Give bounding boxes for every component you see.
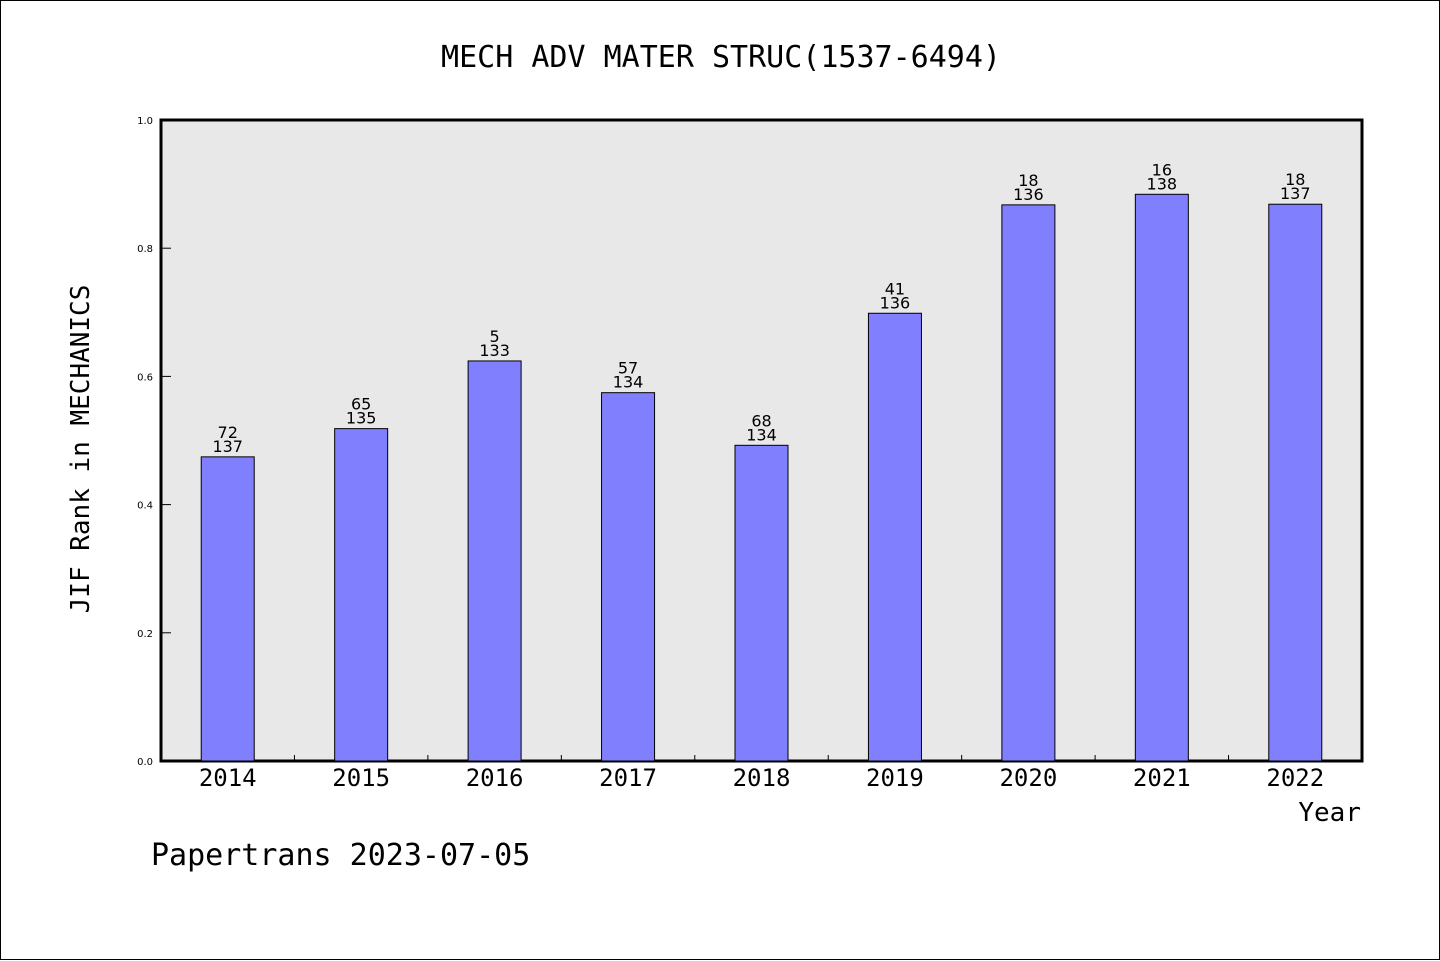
x-tick-label: 2014 bbox=[199, 764, 257, 792]
y-axis-label: JIF Rank in MECHANICS bbox=[66, 285, 96, 614]
data-label-rank: 18 bbox=[1018, 171, 1038, 190]
x-tick-label: 2017 bbox=[599, 764, 657, 792]
y-tick-label: 0.6 bbox=[137, 372, 153, 383]
bar bbox=[1001, 204, 1056, 762]
y-tick-label: 0.4 bbox=[137, 501, 153, 512]
bar bbox=[734, 444, 789, 762]
y-tick-label: 1.0 bbox=[137, 116, 153, 127]
data-label-rank: 18 bbox=[1285, 170, 1305, 189]
x-tick-label: 2018 bbox=[733, 764, 791, 792]
data-label-rank: 5 bbox=[490, 327, 500, 346]
x-axis: 2014 2015 2016 2017 2018 2019 2020 2021 2022 bbox=[199, 755, 1324, 792]
data-label-rank: 41 bbox=[885, 279, 905, 298]
bar bbox=[867, 312, 922, 762]
bar bbox=[467, 360, 522, 762]
bar bbox=[334, 428, 389, 762]
data-label-total: 134 bbox=[746, 425, 777, 444]
bar bbox=[1268, 203, 1323, 762]
data-label-rank: 16 bbox=[1152, 160, 1172, 179]
x-tick-label: 2019 bbox=[866, 764, 924, 792]
footer-watermark: Papertrans 2023-07-05 bbox=[151, 838, 530, 873]
bar bbox=[200, 456, 255, 762]
data-label-rank: 65 bbox=[351, 395, 371, 414]
x-tick-label: 2016 bbox=[466, 764, 524, 792]
data-label-total: 135 bbox=[346, 409, 377, 428]
data-label-total: 136 bbox=[1013, 185, 1044, 204]
bar bbox=[601, 392, 656, 762]
x-tick-label: 2020 bbox=[999, 764, 1057, 792]
y-tick-label: 0.0 bbox=[137, 757, 153, 768]
data-label-total: 133 bbox=[479, 341, 510, 360]
data-label-total: 138 bbox=[1147, 174, 1178, 193]
bar bbox=[1134, 193, 1189, 762]
x-tick-label: 2022 bbox=[1266, 764, 1324, 792]
data-label-rank: 72 bbox=[218, 423, 238, 442]
bars-group bbox=[200, 193, 1323, 762]
x-axis-label: Year bbox=[1298, 798, 1361, 828]
chart-title: MECH ADV MATER STRUC(1537-6494) bbox=[441, 40, 1001, 75]
data-label-total: 137 bbox=[1280, 184, 1311, 203]
x-tick-label: 2021 bbox=[1133, 764, 1191, 792]
data-label-total: 136 bbox=[880, 293, 911, 312]
y-tick-label: 0.8 bbox=[137, 244, 153, 255]
data-label-rank: 57 bbox=[618, 359, 638, 378]
y-axis: 0.0 0.2 0.4 0.6 0.8 1.0 bbox=[137, 116, 171, 768]
x-tick-label: 2015 bbox=[332, 764, 390, 792]
data-label-total: 137 bbox=[212, 437, 243, 456]
data-label-rank: 68 bbox=[751, 411, 771, 430]
y-tick-label: 0.2 bbox=[137, 629, 153, 640]
data-label-total: 134 bbox=[613, 373, 644, 392]
